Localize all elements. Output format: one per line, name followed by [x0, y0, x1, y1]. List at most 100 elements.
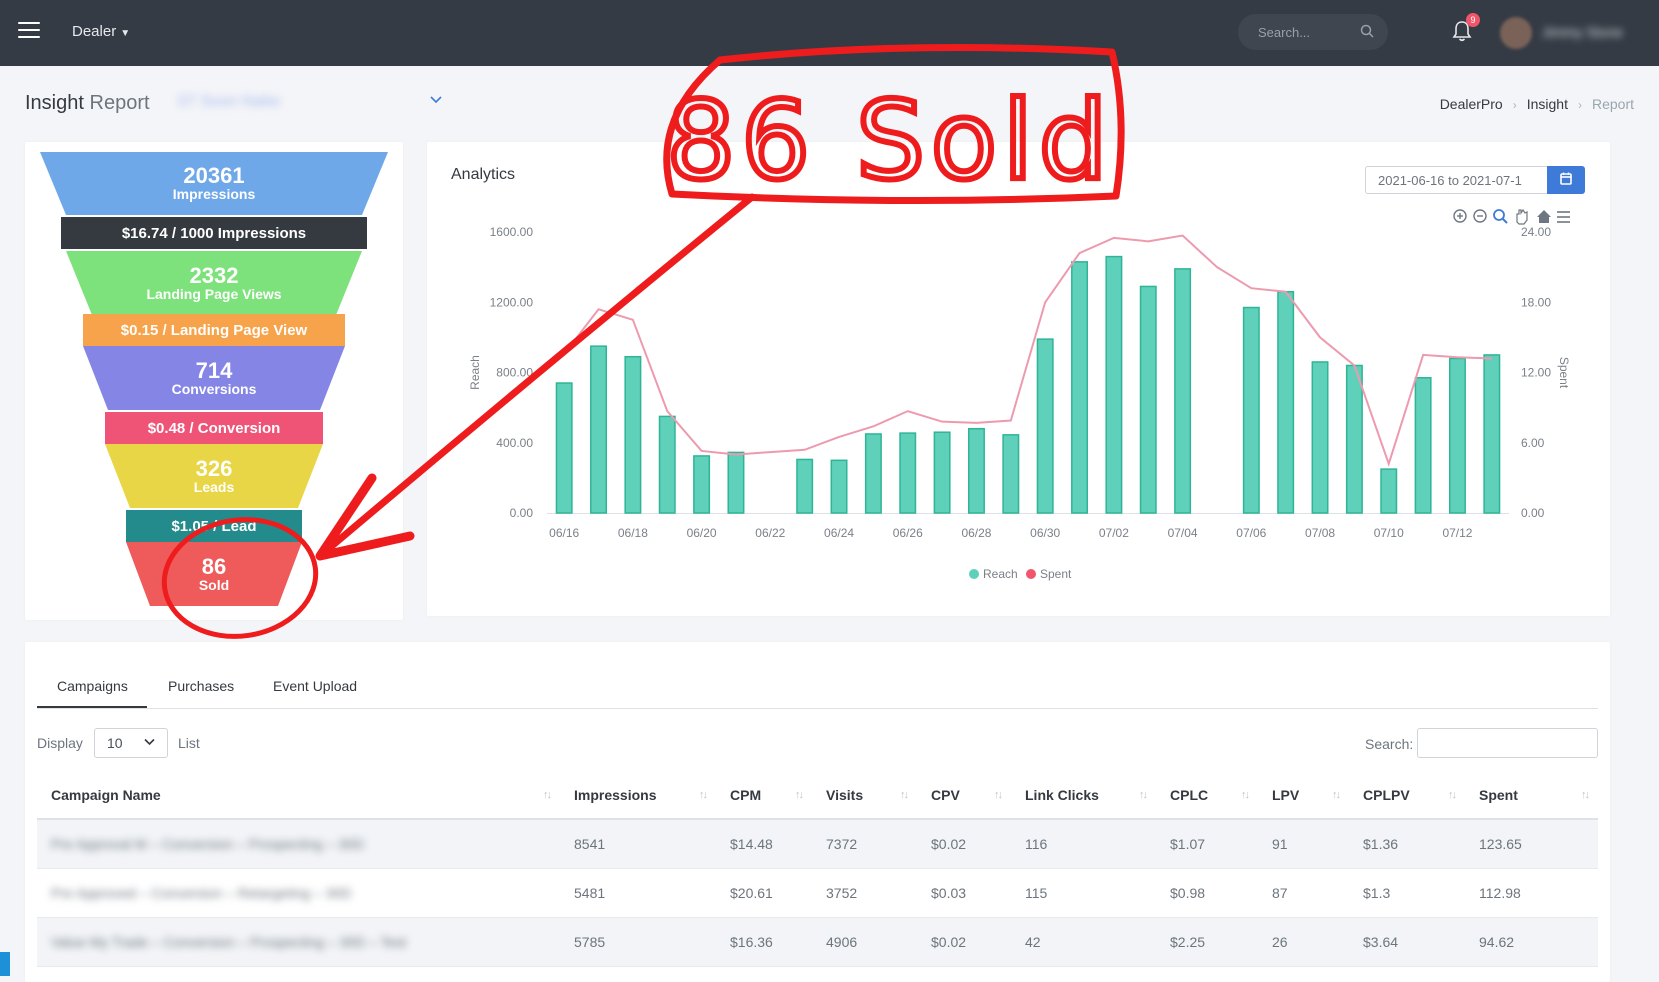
column-header-label: Link Clicks — [1025, 787, 1099, 803]
column-header-impressions[interactable]: Impressions ↑↓ — [560, 772, 716, 820]
column-header-cplc[interactable]: CPLC ↑↓ — [1156, 772, 1258, 820]
x-tick-label: 07/04 — [1168, 526, 1198, 540]
bar-reach — [624, 355, 642, 514]
x-tick-label: 06/24 — [824, 526, 854, 540]
sort-icon[interactable]: ↑↓ — [795, 789, 804, 801]
legend-spent-label: Spent — [1040, 567, 1072, 581]
campaign-name[interactable]: Value My Trade – Conversion – Prospectin… — [51, 934, 407, 950]
top-search-box[interactable] — [1238, 14, 1388, 50]
x-tick-label: 07/10 — [1374, 526, 1404, 540]
sort-icon[interactable]: ↑↓ — [1332, 789, 1341, 801]
bar-reach — [727, 451, 745, 514]
zoom-in-icon[interactable] — [1453, 209, 1467, 223]
table-cell: 8541 — [560, 819, 716, 869]
magnify-icon[interactable] — [1493, 209, 1508, 224]
x-tick-label: 06/30 — [1030, 526, 1060, 540]
sort-icon[interactable]: ↑↓ — [1241, 789, 1250, 801]
top-search-input[interactable] — [1256, 24, 1370, 41]
tab-purchases[interactable]: Purchases — [168, 678, 235, 694]
campaign-name[interactable]: Pre Approval M – Conversion – Prospectin… — [51, 836, 364, 852]
x-tick-label: 07/12 — [1442, 526, 1472, 540]
column-header-label: Impressions — [574, 787, 657, 803]
table-row[interactable]: Pre Approval M – Conversion – Prospectin… — [37, 819, 1598, 869]
funnel-cost-rate: $0.48 / Conversion — [105, 412, 323, 444]
column-header-lpv[interactable]: LPV ↑↓ — [1258, 772, 1349, 820]
menu-icon[interactable] — [1557, 211, 1570, 223]
sort-icon[interactable]: ↑↓ — [1581, 789, 1590, 801]
breadcrumb-item-active: Report — [1591, 96, 1634, 112]
page-length-select[interactable]: 10 — [94, 728, 168, 758]
chart-toolbar[interactable] — [1453, 208, 1570, 225]
bar-reach — [1414, 377, 1432, 514]
search-icon[interactable] — [1360, 24, 1374, 38]
bar-reach — [933, 431, 951, 514]
column-header-spent[interactable]: Spent ↑↓ — [1465, 772, 1598, 820]
table-row[interactable]: Value My Trade – Conversion – Prospectin… — [37, 917, 1598, 967]
x-tick-label: 07/02 — [1099, 526, 1129, 540]
table-cell: $2.25 — [1156, 917, 1258, 967]
column-header-link-clicks[interactable]: Link Clicks ↑↓ — [1011, 772, 1156, 820]
column-header-visits[interactable]: Visits ↑↓ — [812, 772, 917, 820]
y2-axis-label: Spent — [1557, 357, 1571, 389]
table-cell: $0.03 — [917, 868, 1011, 918]
active-tab-indicator — [37, 706, 147, 708]
avatar[interactable] — [1500, 17, 1532, 49]
column-header-cpm[interactable]: CPM ↑↓ — [716, 772, 812, 820]
hamburger-menu-icon[interactable] — [18, 22, 40, 40]
sort-icon[interactable]: ↑↓ — [1448, 789, 1457, 801]
funnel-stage-value: 326 — [195, 455, 233, 481]
bar-reach — [1139, 285, 1157, 514]
chevron-down-icon[interactable] — [430, 96, 442, 104]
funnel-stage-label: Impressions — [172, 186, 256, 202]
sort-icon[interactable]: ↑↓ — [699, 789, 708, 801]
date-range-input[interactable]: 2021-06-16 to 2021-07-1 — [1365, 166, 1547, 194]
table-row[interactable]: Pre Approved – Conversion – Retargeting … — [37, 868, 1598, 918]
column-header-label: Visits — [826, 787, 864, 803]
column-header-cpv[interactable]: CPV ↑↓ — [917, 772, 1011, 820]
campaign-name[interactable]: Pre Approved – Conversion – Retargeting … — [51, 885, 352, 901]
funnel-stage-label: Leads — [193, 478, 235, 495]
funnel-cost-rate: $1.05 / Lead — [126, 510, 302, 542]
username[interactable]: Jimmy Stone — [1542, 24, 1623, 40]
table-cell: 7372 — [812, 819, 917, 869]
sort-icon[interactable]: ↑↓ — [1139, 789, 1148, 801]
table-cell[interactable]: Value My Trade – Conversion – Prospectin… — [37, 917, 560, 967]
chevron-down-icon — [144, 738, 155, 746]
home-icon[interactable] — [1537, 210, 1551, 223]
campaigns-card: Campaigns Purchases Event Upload Display… — [25, 642, 1610, 982]
x-tick-label: 07/06 — [1236, 526, 1266, 540]
pan-hand-icon[interactable] — [1516, 208, 1528, 225]
table-cell: $1.3 — [1349, 868, 1465, 918]
funnel-cost-rate: $0.15 / Landing Page View — [83, 314, 345, 346]
bar-reach — [864, 433, 882, 514]
analytics-card: Analytics 2021-06-16 to 2021-07-1 0.00 40… — [427, 142, 1610, 616]
table-search-input[interactable] — [1417, 728, 1598, 758]
column-header-cplpv[interactable]: CPLPV ↑↓ — [1349, 772, 1465, 820]
zoom-out-icon[interactable] — [1473, 209, 1487, 223]
sort-icon[interactable]: ↑↓ — [543, 789, 552, 801]
breadcrumb-item[interactable]: DealerPro — [1439, 96, 1503, 112]
tab-event-upload[interactable]: Event Upload — [273, 678, 358, 694]
dealer-menu[interactable]: Dealer ▼ — [72, 23, 130, 40]
table-cell: $0.02 — [917, 917, 1011, 967]
analytics-title: Analytics — [451, 166, 516, 183]
tab-campaigns[interactable]: Campaigns — [57, 678, 128, 694]
sort-icon[interactable]: ↑↓ — [900, 789, 909, 801]
funnel-card: 20361 Impressions $16.74 / 1000 Impression… — [25, 142, 403, 620]
legend-reach-label: Reach — [983, 567, 1018, 581]
calendar-icon — [1560, 172, 1572, 185]
sort-icon[interactable]: ↑↓ — [994, 789, 1003, 801]
funnel-stage-value: 714 — [195, 357, 233, 383]
x-tick-label: 06/18 — [618, 526, 648, 540]
report-selector[interactable]: 07 Soon Nabe — [178, 93, 281, 110]
breadcrumb-item[interactable]: Insight — [1526, 96, 1568, 112]
y-tick-label: 1200.00 — [490, 295, 534, 309]
table-cell: 4906 — [812, 917, 917, 967]
bar-reach — [796, 458, 814, 514]
side-toggle-tab[interactable] — [0, 952, 10, 976]
column-header-campaign-name[interactable]: Campaign Name ↑↓ — [37, 772, 560, 820]
table-cell[interactable]: Pre Approved – Conversion – Retargeting … — [37, 868, 560, 918]
calendar-button[interactable] — [1547, 166, 1585, 194]
bar-reach — [1036, 338, 1054, 514]
table-cell[interactable]: Pre Approval M – Conversion – Prospectin… — [37, 819, 560, 869]
